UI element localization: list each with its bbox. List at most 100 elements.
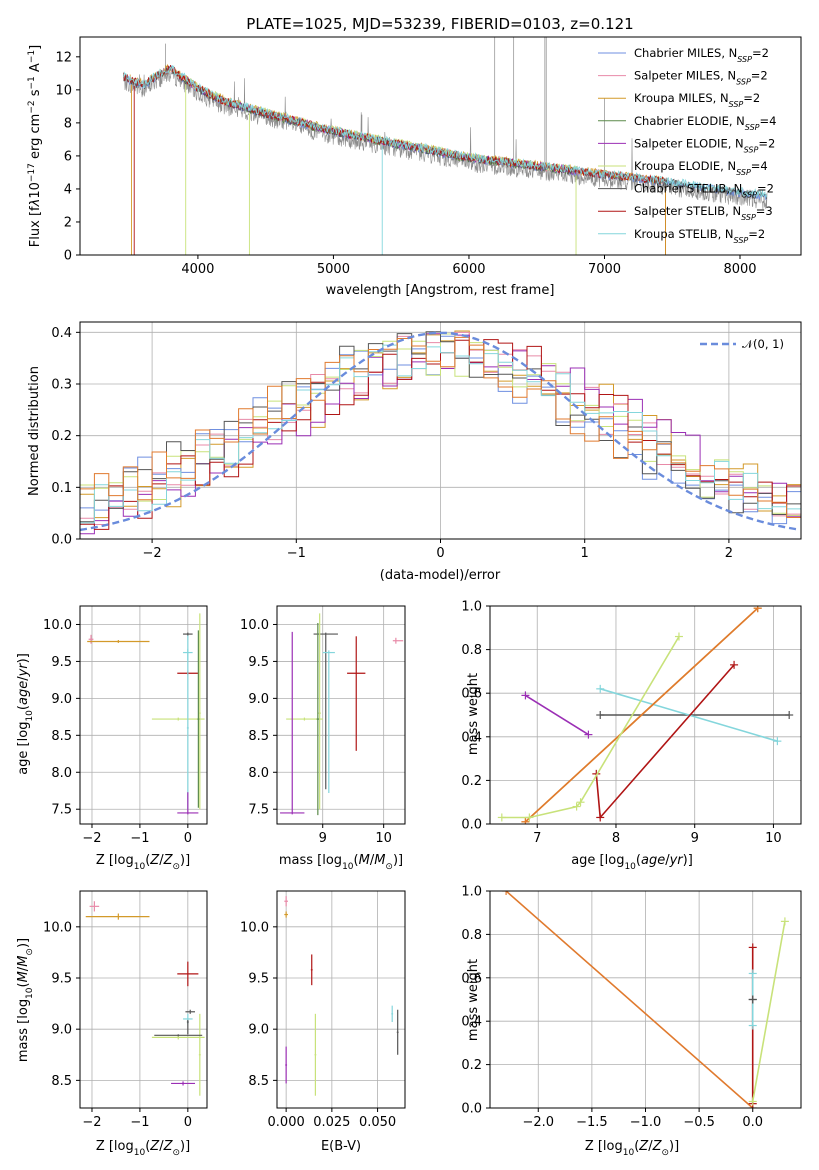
y-tick-label: 0.8 [461,928,482,943]
x-tick-label: 0 [436,546,444,561]
y-tick-label: 0.4 [51,326,72,341]
z-age-frame [79,605,208,825]
z-mass-panel: −2 −1 0 8.5 9.0 9.5 10.0 [43,890,208,1130]
age-weight-xlabel: age [log10(age/yr)] [571,853,693,872]
y-tick-label: 0.4 [461,730,482,745]
legend-label: Salpeter ELODIE, NSSP=2 [634,136,775,154]
x-tick-label: 0.000 [268,1115,305,1130]
y-tick-label: 8.0 [248,766,269,781]
x-tick-label: −1 [130,1115,149,1130]
spectrum-ylabel: Flux [fλ10−17 erg cm−2 s−1 A−1] [27,45,43,247]
y-tick-label: 9.5 [51,655,72,670]
ebv-mass-plot-area [284,896,399,1096]
y-tick-label: 0.2 [461,774,482,789]
y-tick-label: 0.0 [461,818,482,833]
y-tick-label: 8.5 [248,1074,269,1089]
x-tick-label: −2 [143,546,162,561]
mass-age-plot-area [280,613,404,816]
z-age-ylabel: age [log10(age/yr)] [16,653,35,775]
weight-line [751,921,786,1102]
legend-label: Kroupa STELIB, NSSP=2 [634,227,765,245]
x-tick-label: −2 [82,831,101,846]
y-tick-label: 6 [64,149,72,164]
y-tick-label: 0.2 [461,1058,482,1073]
x-tick-label: −2.0 [522,1115,554,1130]
legend-label: Salpeter STELIB, NSSP=3 [634,204,773,222]
y-tick-label: 0.2 [51,429,72,444]
legend-label: Chabrier STELIB, NSSP=2 [634,182,774,200]
y-tick-label: 0.6 [461,971,482,986]
x-tick-label: −2 [82,1115,101,1130]
model-spectrum-line [184,75,578,175]
model-spectrum-line [123,65,767,198]
normal-curve [80,331,799,532]
spectrum-panel: 4000 5000 6000 7000 8000 0 2 4 6 8 10 12 Chabrier MI… [55,36,802,277]
model-spectrum-line [123,66,767,200]
y-tick-label: 10.0 [240,618,269,633]
residual-histogram [80,336,801,518]
x-tick-label: 0 [184,1115,192,1130]
x-tick-label: −1.5 [576,1115,608,1130]
x-tick-label: 7 [533,831,541,846]
legend-label: Kroupa ELODIE, NSSP=4 [634,159,768,177]
weight-line [524,607,759,823]
x-tick-label: 10 [765,831,782,846]
residuals-plot-area [80,330,801,535]
model-spectrum-line [150,66,666,185]
y-tick-label: 8.0 [51,766,72,781]
x-tick-label: 9 [319,831,327,846]
y-tick-label: 0.6 [461,687,482,702]
y-tick-label: 1.0 [461,600,482,615]
y-tick-label: 9.0 [248,1023,269,1038]
y-tick-label: 8.5 [51,729,72,744]
z-weight-xlabel: Z [log10(Z/Z⊙)] [585,1139,679,1158]
y-tick-label: 9.5 [51,972,72,987]
y-tick-label: 7.5 [248,803,269,818]
z-mass-ylabel: mass [log10(M/M⊙)] [16,938,35,1062]
z-mass-frame [79,890,208,1109]
y-tick-label: 1.0 [461,885,482,900]
ebv-mass-frame [276,890,406,1109]
weight-line [524,694,589,736]
y-tick-label: 0.8 [461,643,482,658]
y-tick-label: 4 [64,182,72,197]
x-tick-label: 0 [184,831,192,846]
y-tick-label: 0.3 [51,378,72,393]
weight-line [505,891,754,1108]
y-tick-label: 0.1 [51,481,72,496]
y-tick-label: 2 [64,215,72,230]
legend-label: Salpeter MILES, NSSP=2 [634,69,768,87]
age-weight-frame [489,605,802,825]
y-tick-label: 0 [64,249,72,264]
ebv-mass-panel: 0.000 0.025 0.050 8.5 9.0 9.5 10.0 [240,890,406,1130]
spectrum-frame [79,36,802,256]
y-tick-label: 0.0 [51,533,72,548]
x-tick-label: 6000 [452,262,485,277]
x-tick-label: −1 [287,546,306,561]
ebv-mass-xlabel: E(B-V) [321,1139,361,1154]
x-tick-label: 8 [612,831,620,846]
z-age-xlabel: Z [log10(Z/Z⊙)] [96,853,190,872]
x-tick-label: 8000 [723,262,756,277]
spectrum-plot-area [123,37,768,255]
weight-line [599,688,778,742]
y-tick-label: 9.5 [248,655,269,670]
y-tick-label: 10.0 [240,920,269,935]
spectrum-xlabel: wavelength [Angstrom, rest frame] [326,283,555,298]
legend-label: 𝒩(0, 1) [742,337,784,351]
z-age-plot-area [87,613,205,815]
y-tick-label: 8.5 [248,729,269,744]
y-tick-label: 0.4 [461,1015,482,1030]
age-weight-panel: 7 8 9 10 0.0 0.2 0.4 0.6 0.8 1.0 [461,600,802,846]
z-age-panel: −2 −1 0 7.5 8.0 8.5 9.0 9.5 10.0 [43,605,208,846]
x-tick-label: 7000 [588,262,621,277]
y-tick-label: 7.5 [51,803,72,818]
z-mass-plot-area [85,901,205,1096]
y-tick-label: 8 [64,116,72,131]
mass-age-xlabel: mass [log10(M/M⊙)] [279,853,403,872]
residual-histogram [80,339,801,530]
age-weight-plot-area [497,606,794,824]
x-tick-label: 2 [725,546,733,561]
y-tick-label: 9.0 [51,1023,72,1038]
residuals-ylabel: Normed distribution [27,366,42,496]
